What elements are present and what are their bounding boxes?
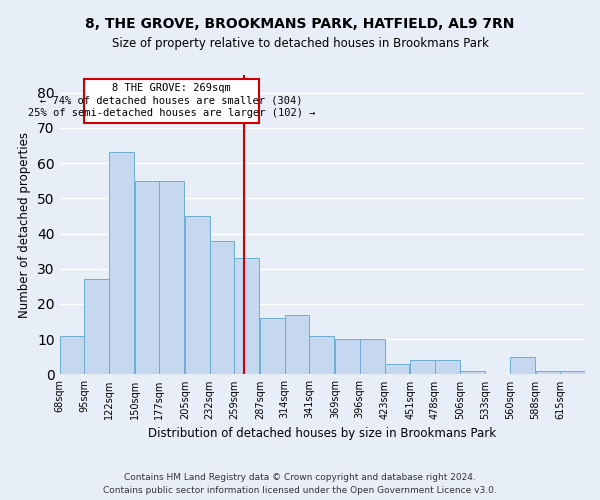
Bar [209,240,235,374]
Text: Contains public sector information licensed under the Open Government Licence v3: Contains public sector information licen… [103,486,497,495]
Bar [310,336,334,374]
Bar [560,371,585,374]
Bar [59,336,84,374]
Bar [134,180,159,374]
Bar [536,371,560,374]
Bar [260,318,285,374]
Bar [84,280,109,374]
Text: Size of property relative to detached houses in Brookmans Park: Size of property relative to detached ho… [112,38,488,51]
Text: 8 THE GROVE: 269sqm: 8 THE GROVE: 269sqm [112,82,231,92]
Bar [360,339,385,374]
Text: 25% of semi-detached houses are larger (102) →: 25% of semi-detached houses are larger (… [28,108,316,118]
Bar [335,339,360,374]
Text: ← 74% of detached houses are smaller (304): ← 74% of detached houses are smaller (30… [40,96,303,106]
Text: Contains HM Land Registry data © Crown copyright and database right 2024.: Contains HM Land Registry data © Crown c… [124,472,476,482]
Bar [185,216,209,374]
Bar [435,360,460,374]
Bar [235,258,259,374]
Y-axis label: Number of detached properties: Number of detached properties [19,132,31,318]
Bar [109,152,134,374]
Text: 8, THE GROVE, BROOKMANS PARK, HATFIELD, AL9 7RN: 8, THE GROVE, BROOKMANS PARK, HATFIELD, … [85,18,515,32]
Bar [410,360,435,374]
Bar [510,357,535,374]
Bar [460,371,485,374]
X-axis label: Distribution of detached houses by size in Brookmans Park: Distribution of detached houses by size … [148,427,496,440]
Bar [159,180,184,374]
Bar [285,314,310,374]
Bar [385,364,409,374]
FancyBboxPatch shape [84,78,259,122]
